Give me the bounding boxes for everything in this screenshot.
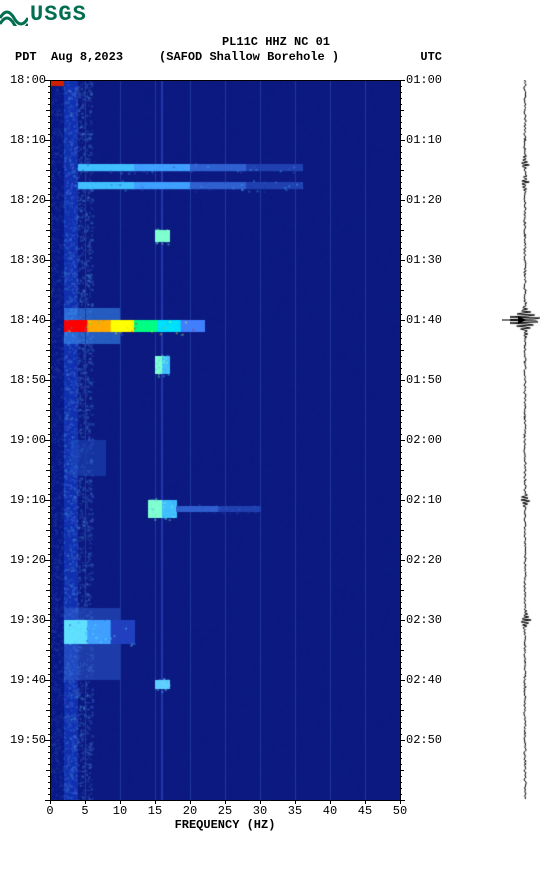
page-root: { "logo_text":"USGS", "title":"PL11C HHZ… [0,0,552,892]
tz-right-label: UTC [420,50,442,64]
xtick: 10 [113,804,127,818]
ytick-left: 18:00 [10,73,46,87]
ytick-left: 18:50 [10,373,46,387]
subtitle: (SAFOD Shallow Borehole ) [159,50,339,64]
ytick-right: 01:30 [406,253,442,267]
ytick-right: 02:50 [406,733,442,747]
header-right: UTC [420,50,442,64]
x-axis-label: FREQUENCY (HZ) [50,818,400,832]
xtick: 5 [81,804,88,818]
ytick-right: 02:30 [406,613,442,627]
seismogram-canvas [510,80,540,800]
ytick-left: 19:50 [10,733,46,747]
ytick-left: 18:20 [10,193,46,207]
xtick: 0 [46,804,53,818]
xtick: 35 [288,804,302,818]
ytick-right: 02:10 [406,493,442,507]
title-line-1: PL11C HHZ NC 01 [0,35,552,49]
date-label: Aug 8,2023 [51,50,123,64]
ytick-left: 18:30 [10,253,46,267]
chart-title: PL11C HHZ NC 01 [0,35,552,49]
xtick: 15 [148,804,162,818]
ytick-right: 02:20 [406,553,442,567]
ytick-left: 19:20 [10,553,46,567]
ytick-left: 18:10 [10,133,46,147]
ytick-right: 01:00 [406,73,442,87]
xtick: 45 [358,804,372,818]
ytick-left: 19:10 [10,493,46,507]
ytick-right: 01:10 [406,133,442,147]
ytick-right: 01:20 [406,193,442,207]
ytick-right: 02:40 [406,673,442,687]
ytick-right: 01:50 [406,373,442,387]
event-arrow-icon [502,314,526,326]
ytick-left: 19:30 [10,613,46,627]
wave-icon [0,4,28,26]
xtick: 20 [183,804,197,818]
axis-top [50,80,400,81]
spectrogram-chart [50,80,400,800]
seismogram-trace [510,80,540,800]
ytick-left: 19:00 [10,433,46,447]
xtick: 50 [393,804,407,818]
xtick: 25 [218,804,232,818]
ytick-right: 01:40 [406,313,442,327]
axis-left [50,80,51,800]
ytick-left: 18:40 [10,313,46,327]
spectrogram-canvas [50,80,400,800]
usgs-logo: USGS [0,2,87,27]
ytick-right: 02:00 [406,433,442,447]
tz-left-label: PDT [15,50,37,64]
xtick: 30 [253,804,267,818]
ytick-left: 19:40 [10,673,46,687]
logo-text: USGS [30,2,87,27]
xtick: 40 [323,804,337,818]
header-left: PDT Aug 8,2023 (SAFOD Shallow Borehole ) [15,50,339,64]
